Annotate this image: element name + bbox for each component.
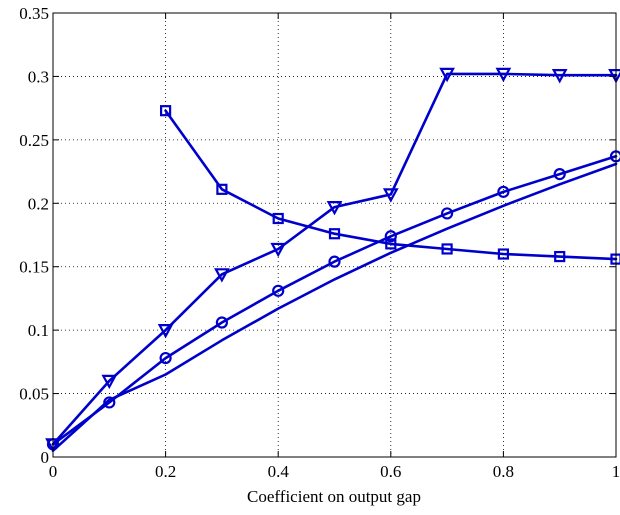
series-circle	[46, 150, 620, 451]
data-point-square	[272, 212, 284, 225]
data-point-triangle	[270, 242, 287, 258]
x-tick-label: 0	[49, 462, 58, 481]
y-tick-label: 0.35	[19, 4, 49, 23]
tick-labels: 0 0.2 0.4 0.6 0.8 1 0 0.05 0.1 0.15 0.2 0.25 0.3 0.35	[19, 4, 620, 481]
x-tick-label: 0.2	[155, 462, 176, 481]
data-point-square	[385, 238, 397, 250]
data-point-square	[328, 228, 341, 240]
y-tick-label: 0.1	[28, 321, 49, 340]
series-line	[51, 155, 618, 446]
plot-frame	[52, 12, 617, 458]
data-point-circle	[215, 316, 228, 329]
data-point-triangle	[382, 188, 399, 203]
data-point-square	[441, 243, 453, 255]
data-point-square	[216, 183, 228, 195]
data-point-triangle	[439, 67, 455, 83]
data-point-triangle	[551, 69, 568, 84]
series-line	[51, 162, 618, 453]
y-tick-label: 0.2	[28, 194, 49, 213]
data-point-circle	[497, 185, 510, 198]
data-point-square	[554, 250, 566, 263]
data-point-triangle	[101, 374, 118, 390]
axis-ticks	[52, 12, 617, 458]
series-line	[164, 109, 618, 261]
y-tick-label: 0.05	[19, 385, 49, 404]
y-tick-label: 0	[41, 448, 50, 467]
series-line	[51, 72, 618, 446]
data-point-circle	[553, 168, 566, 181]
data-point-triangle	[214, 268, 230, 283]
x-tick-label: 1	[612, 462, 620, 481]
x-tick-label: 0.8	[493, 462, 514, 481]
data-point-circle	[328, 255, 341, 268]
x-tick-label: 0.6	[380, 462, 401, 481]
x-tick-label: 0.4	[268, 462, 290, 481]
data-point-square	[160, 105, 172, 117]
data-point-triangle	[157, 324, 174, 339]
series-plain	[51, 162, 618, 453]
y-tick-label: 0.3	[28, 67, 49, 86]
data-point-circle	[103, 396, 116, 409]
data-point-triangle	[495, 67, 512, 83]
data-point-square	[497, 248, 509, 260]
y-tick-label: 0.15	[19, 258, 49, 277]
data-point-circle	[159, 351, 172, 365]
data-point-circle	[441, 207, 454, 220]
data-point-triangle	[326, 200, 343, 216]
series-triangle-down	[45, 67, 620, 453]
y-tick-label: 0.25	[19, 131, 49, 150]
x-axis-label: Coefficient on output gap	[247, 487, 421, 506]
data-point-circle	[272, 284, 285, 297]
data-point-circle	[384, 230, 397, 243]
